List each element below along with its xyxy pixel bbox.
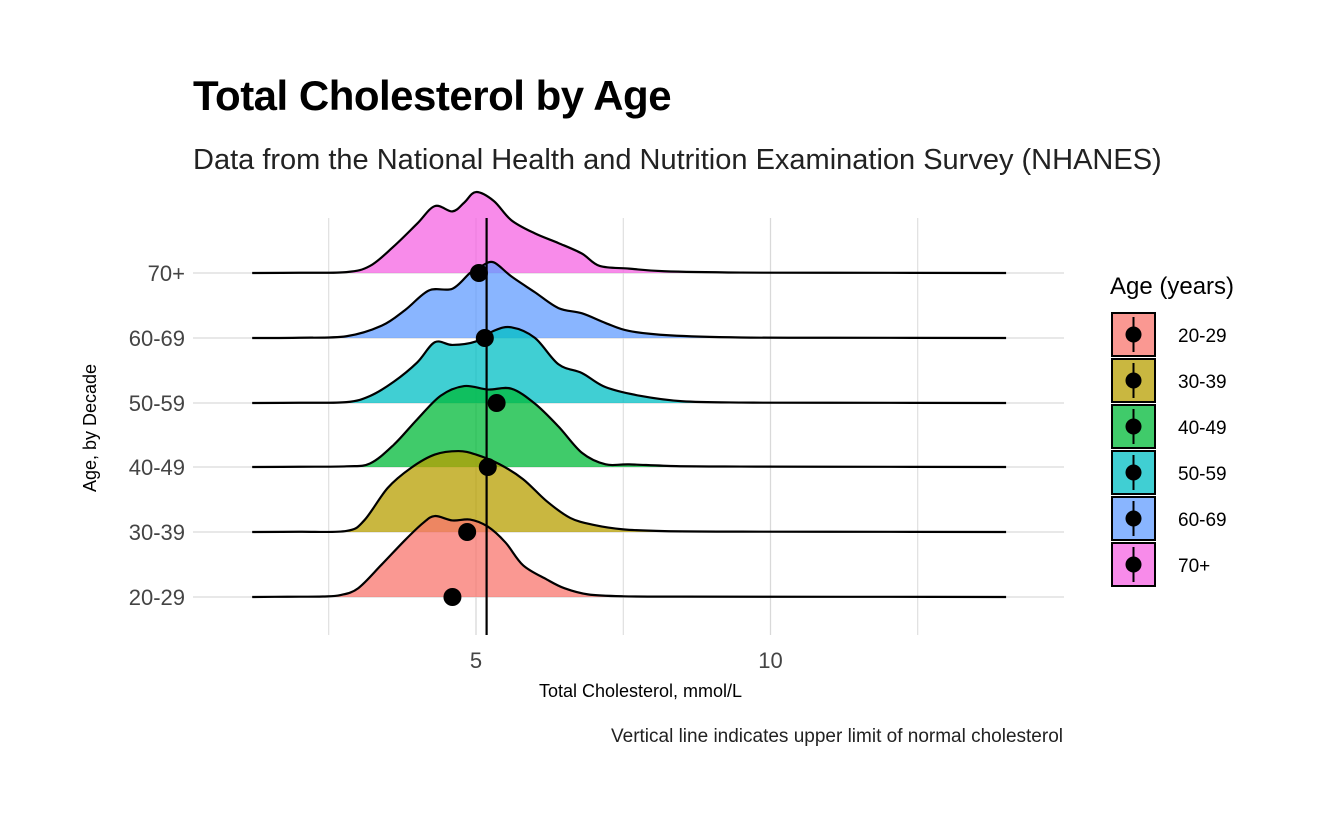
legend-item-50-59: 50-59 (1111, 450, 1227, 495)
y-tick-label: 60-69 (129, 326, 185, 351)
legend-label: 70+ (1178, 556, 1210, 577)
ridge-fill-30-39 (252, 451, 1007, 532)
median-point-30-39 (458, 523, 477, 541)
legend-key-point (1125, 464, 1142, 481)
chart-subtitle: Data from the National Health and Nutrit… (193, 144, 1162, 176)
y-tick-label: 40-49 (129, 455, 185, 480)
ridge-fill-50-59 (252, 327, 1007, 403)
legend-label: 40-49 (1178, 418, 1227, 439)
legend-item-70+: 70+ (1111, 542, 1210, 587)
ridge-fill-60-69 (252, 261, 1007, 338)
legend-item-40-49: 40-49 (1111, 404, 1227, 449)
legend-key-point (1125, 510, 1142, 527)
legend-label: 20-29 (1178, 326, 1227, 347)
legend-label: 30-39 (1178, 372, 1227, 393)
median-point-60-69 (475, 329, 494, 347)
x-axis-title: Total Cholesterol, mmol/L (539, 681, 742, 701)
x-tick-label: 5 (470, 648, 482, 673)
ridge-outline-30-39 (252, 449, 1007, 534)
median-point-40-49 (478, 458, 497, 476)
y-tick-label: 50-59 (129, 391, 185, 416)
ridge-outline-60-69 (252, 260, 1007, 340)
legend-key-point (1125, 326, 1142, 343)
legend-key-point (1125, 556, 1142, 573)
ridge-outline-20-29 (252, 514, 1007, 599)
legend-key-point (1125, 372, 1142, 389)
legend-item-20-29: 20-29 (1111, 312, 1227, 357)
median-point-50-59 (487, 394, 506, 412)
legend-item-30-39: 30-39 (1111, 358, 1227, 403)
legend-label: 50-59 (1178, 464, 1227, 485)
chart-caption: Vertical line indicates upper limit of n… (611, 726, 1063, 747)
ridge-fill-40-49 (252, 385, 1007, 467)
x-tick-label: 10 (758, 648, 782, 673)
legend-title: Age (years) (1110, 273, 1234, 300)
ridge-fill-20-29 (252, 516, 1007, 597)
chart-title: Total Cholesterol by Age (193, 72, 672, 119)
legend-item-60-69: 60-69 (1111, 496, 1227, 541)
ridge-outline-70+ (252, 190, 1007, 275)
legend-key-point (1125, 418, 1142, 435)
y-tick-label: 70+ (148, 261, 185, 286)
ridge-outline-40-49 (252, 384, 1007, 469)
y-tick-label: 20-29 (129, 585, 185, 610)
y-axis-title: Age, by Decade (80, 364, 100, 492)
legend-label: 60-69 (1178, 510, 1227, 531)
y-tick-label: 30-39 (129, 520, 185, 545)
median-point-70+ (469, 264, 488, 282)
ridge-fill-70+ (252, 192, 1007, 273)
ridge-outline-50-59 (252, 325, 1007, 405)
median-point-20-29 (443, 588, 462, 606)
